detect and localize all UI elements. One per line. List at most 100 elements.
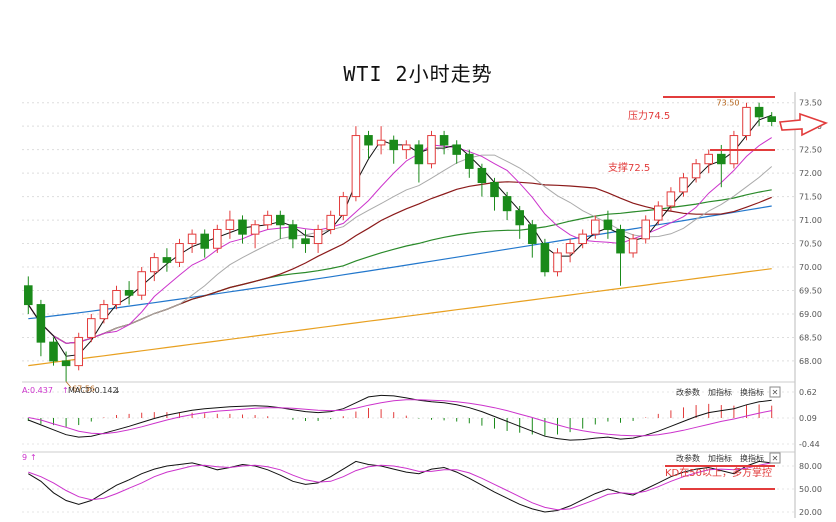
macd-signal-line [28, 399, 772, 437]
price-tick-label: 73.50 [799, 99, 822, 108]
price-tick-label: 69.50 [799, 286, 822, 295]
price-tick-label: 68.50 [799, 333, 822, 342]
candle-body [477, 167, 487, 184]
kd-tick-label: 50.00 [799, 485, 822, 494]
kd-add-indicator-button[interactable]: 加指标 [708, 453, 732, 463]
candle-body [162, 257, 172, 263]
candle-body [112, 289, 121, 306]
candle-body [679, 177, 688, 193]
candle-body [565, 243, 575, 254]
candle-body [225, 219, 235, 230]
candle-body [137, 271, 146, 296]
candle-body [326, 214, 335, 230]
kd-params-button[interactable]: 改参数 [676, 453, 700, 463]
candle-body [528, 224, 537, 245]
candle-body [250, 224, 260, 235]
candle-body [49, 341, 58, 362]
macd-add-indicator-button[interactable]: 加指标 [708, 387, 732, 397]
trend-arrow-icon [778, 112, 829, 137]
candle-body [666, 191, 676, 207]
candle-body [339, 196, 348, 216]
candle-body [502, 196, 512, 212]
ma250-line [28, 268, 772, 367]
candle-body [490, 182, 499, 198]
ma120-line [28, 205, 772, 320]
price-tick-label: 70.50 [799, 240, 822, 249]
candle-body [578, 233, 587, 245]
low-price-label: 67.56 [72, 385, 95, 394]
macd-tick-label: 0.09 [799, 414, 817, 423]
candle-body [691, 163, 701, 179]
candle-body [288, 224, 298, 240]
macd-a-arrow-icon: ↑ [62, 386, 69, 395]
candle-body [238, 219, 247, 235]
kd-d-line [28, 462, 772, 511]
candle-body [99, 304, 109, 320]
candle-body [200, 233, 209, 249]
kd-k-line [28, 460, 772, 513]
candle-body [150, 257, 159, 273]
candle-body [591, 219, 600, 235]
candle-body [427, 135, 436, 165]
macd-down-arrow-icon: ↓ [114, 386, 121, 395]
candle-body [364, 135, 373, 146]
price-tick-label: 68.00 [799, 357, 822, 366]
candle-body [704, 153, 713, 165]
candle-body [175, 243, 184, 263]
candle-body [402, 144, 411, 151]
candle-body [616, 228, 625, 254]
kd-up-arrow-icon: ↑ [30, 453, 37, 462]
kd-close-icon: ✕ [772, 454, 779, 463]
candle-body [439, 135, 449, 146]
candle-body [767, 116, 776, 122]
candle-body [87, 318, 96, 338]
ma10-line [27, 137, 772, 344]
price-tick-label: 71.00 [799, 216, 822, 225]
price-tick-label: 70.00 [799, 263, 822, 272]
candle-body [654, 205, 663, 221]
kd-param-label: 9 [22, 453, 27, 462]
candle-body [389, 139, 398, 151]
candle-body [124, 289, 134, 296]
candle-body [61, 360, 71, 367]
kd-tick-label: 20.00 [799, 508, 822, 517]
macd-a-line [28, 394, 772, 441]
kd-close-button[interactable] [769, 452, 781, 464]
macd-close-button[interactable] [769, 386, 781, 398]
candle-body [376, 139, 386, 146]
candle-body [540, 243, 550, 273]
candle-body [515, 210, 524, 226]
macd-close-icon: ✕ [772, 388, 779, 397]
candle-body [414, 144, 424, 165]
kd-annotation-label: KD在50以上，多方掌控 [665, 466, 772, 479]
candle-body [36, 304, 46, 343]
candle-body [603, 219, 613, 230]
macd-a-value: A:0.437 [22, 386, 53, 395]
candle-body [553, 252, 562, 273]
support-label: 支撑72.5 [608, 161, 650, 174]
kd-switch-indicator-button[interactable]: 换指标 [740, 453, 764, 463]
price-tick-label: 71.50 [799, 193, 822, 202]
price-tick-label: 72.00 [799, 169, 822, 178]
chart-title: WTI 2小时走势 [343, 62, 493, 86]
macd-switch-indicator-button[interactable]: 换指标 [740, 387, 764, 397]
candle-body [351, 135, 361, 198]
macd-tick-label: 0.62 [799, 388, 817, 397]
candle-body [263, 214, 272, 226]
candle-body [187, 233, 197, 245]
candle-body [628, 238, 638, 254]
candle-body [313, 228, 323, 245]
candle-body [465, 153, 474, 169]
price-tick-label: 72.50 [799, 146, 822, 155]
macd-params-button[interactable]: 改参数 [676, 387, 700, 397]
candle-body [452, 144, 461, 155]
low-price-pointer [65, 381, 72, 388]
candle-body [74, 336, 83, 367]
ma20-line [27, 154, 773, 344]
kd-tick-label: 80.00 [799, 462, 822, 471]
macd-tick-label: -0.44 [799, 440, 820, 449]
high-price-label: 73.50 [717, 99, 740, 108]
resistance-label: 压力74.5 [628, 109, 670, 122]
macd-value: MACD:0.142 [68, 386, 118, 395]
